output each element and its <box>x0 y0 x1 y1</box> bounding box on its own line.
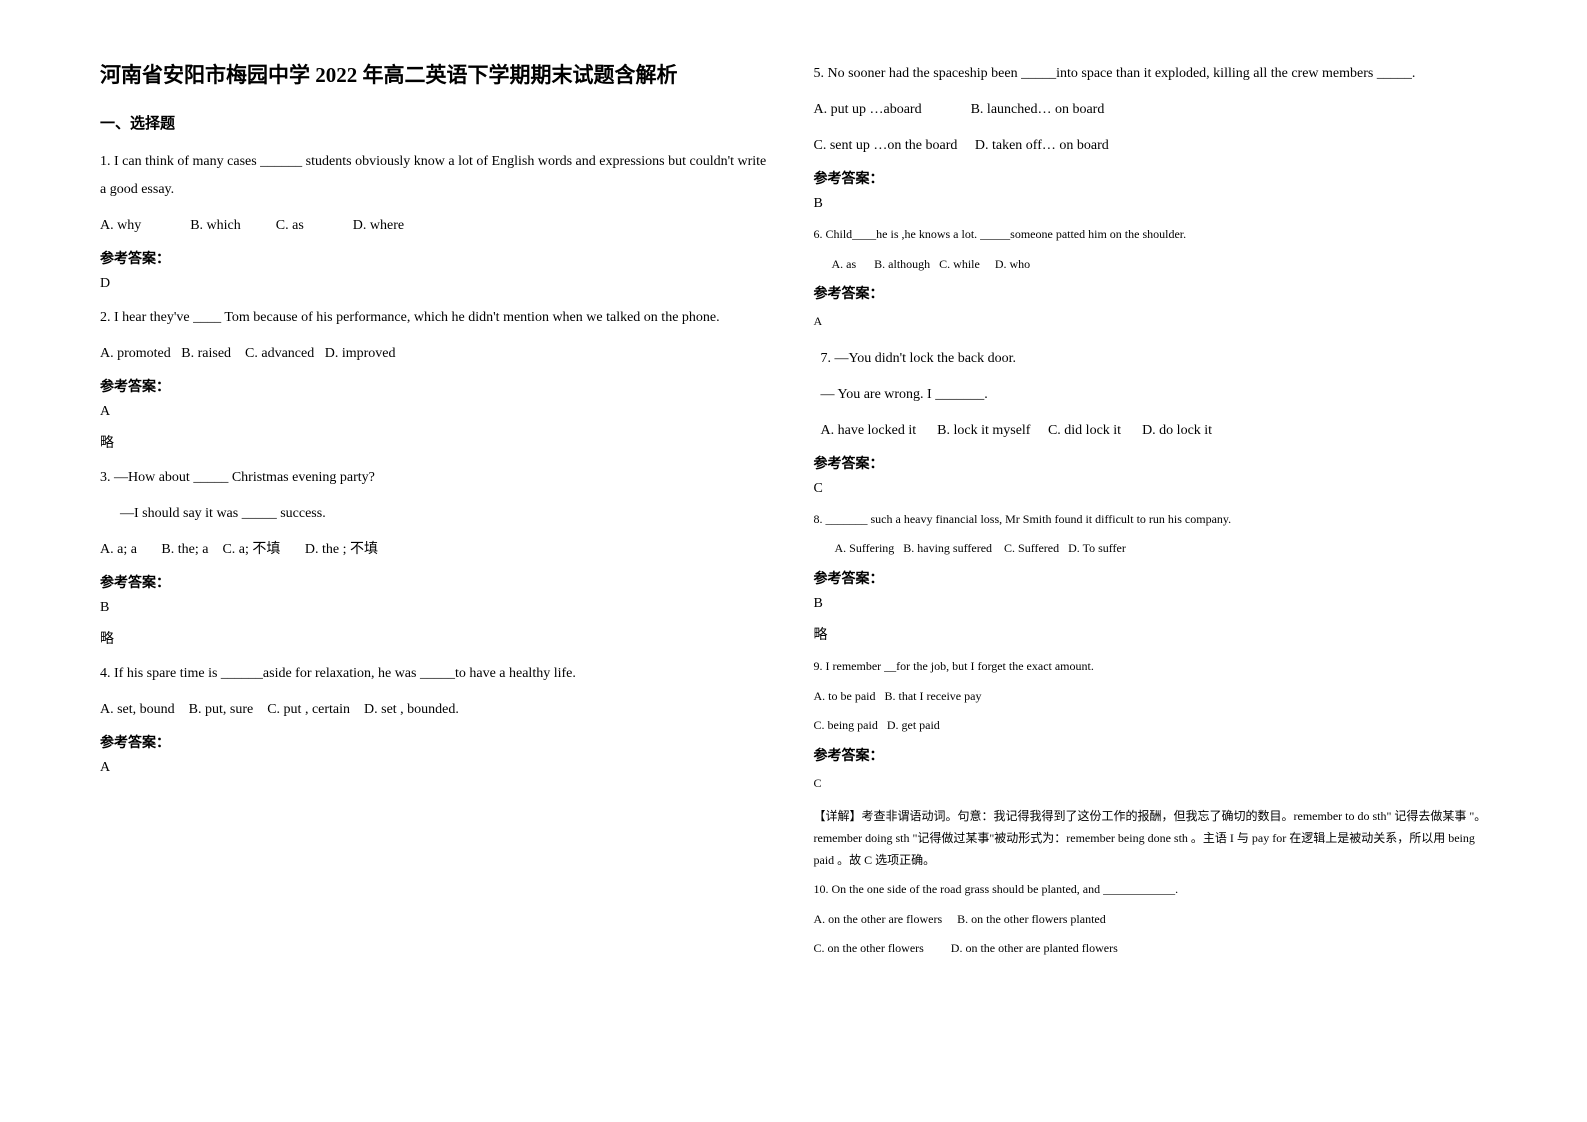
q1-answer: D <box>100 276 774 292</box>
q8-options: A. Suffering B. having suffered C. Suffe… <box>814 538 1488 560</box>
q10-options-line2: C. on the other flowers D. on the other … <box>814 938 1488 960</box>
q7-options: A. have locked it B. lock it myself C. d… <box>814 417 1488 445</box>
q9-explanation: 【详解】考查非谓语动词。句意：我记得我得到了这份工作的报酬，但我忘了确切的数目。… <box>814 806 1488 871</box>
q6-text: 6. Child____he is ,he knows a lot. _____… <box>814 224 1488 246</box>
q7-answer-label: 参考答案： <box>814 453 1488 473</box>
q6-answer-label: 参考答案： <box>814 283 1488 303</box>
q1-answer-label: 参考答案： <box>100 248 774 268</box>
q10-text: 10. On the one side of the road grass sh… <box>814 879 1488 901</box>
q7-answer: C <box>814 481 1488 497</box>
document-title: 河南省安阳市梅园中学 2022 年高二英语下学期期末试题含解析 <box>100 60 774 92</box>
q8-text: 8. _______ such a heavy financial loss, … <box>814 509 1488 531</box>
q9-text: 9. I remember __for the job, but I forge… <box>814 656 1488 678</box>
right-column: 5. No sooner had the spaceship been ____… <box>794 60 1508 1062</box>
q4-text: 4. If his spare time is ______aside for … <box>100 660 774 688</box>
q9-answer: C <box>814 773 1488 795</box>
q8-answer-label: 参考答案： <box>814 568 1488 588</box>
q2-options: A. promoted B. raised C. advanced D. imp… <box>100 340 774 368</box>
q5-options-line2: C. sent up …on the board D. taken off… o… <box>814 132 1488 160</box>
q5-answer: B <box>814 196 1488 212</box>
q7-line1: 7. —You didn't lock the back door. <box>814 345 1488 373</box>
q9-options-line2: C. being paid D. get paid <box>814 715 1488 737</box>
q4-answer-label: 参考答案： <box>100 732 774 752</box>
q3-answer-label: 参考答案： <box>100 572 774 592</box>
q7-line2: — You are wrong. I _______. <box>814 381 1488 409</box>
q2-text: 2. I hear they've ____ Tom because of hi… <box>100 304 774 332</box>
q3-line1: 3. —How about _____ Christmas evening pa… <box>100 464 774 492</box>
q3-answer: B <box>100 600 774 616</box>
q4-answer: A <box>100 760 774 776</box>
q8-omit: 略 <box>814 624 1488 644</box>
q2-answer: A <box>100 404 774 420</box>
q2-omit: 略 <box>100 432 774 452</box>
q10-options-line1: A. on the other are flowers B. on the ot… <box>814 909 1488 931</box>
q9-answer-label: 参考答案： <box>814 745 1488 765</box>
q8-answer: B <box>814 596 1488 612</box>
q4-options: A. set, bound B. put, sure C. put , cert… <box>100 696 774 724</box>
q2-answer-label: 参考答案： <box>100 376 774 396</box>
q5-options-line1: A. put up …aboard B. launched… on board <box>814 96 1488 124</box>
q3-options: A. a; a B. the; a C. a; 不填 D. the ; 不填 <box>100 536 774 564</box>
q5-text: 5. No sooner had the spaceship been ____… <box>814 60 1488 88</box>
q1-text: 1. I can think of many cases ______ stud… <box>100 148 774 204</box>
q3-omit: 略 <box>100 628 774 648</box>
q1-options: A. why B. which C. as D. where <box>100 212 774 240</box>
q5-answer-label: 参考答案： <box>814 168 1488 188</box>
section-header: 一、选择题 <box>100 112 774 133</box>
q9-options-line1: A. to be paid B. that I receive pay <box>814 686 1488 708</box>
q6-answer: A <box>814 311 1488 333</box>
left-column: 河南省安阳市梅园中学 2022 年高二英语下学期期末试题含解析 一、选择题 1.… <box>80 60 794 1062</box>
q6-options: A. as B. although C. while D. who <box>814 254 1488 276</box>
q3-line2: —I should say it was _____ success. <box>100 500 774 528</box>
